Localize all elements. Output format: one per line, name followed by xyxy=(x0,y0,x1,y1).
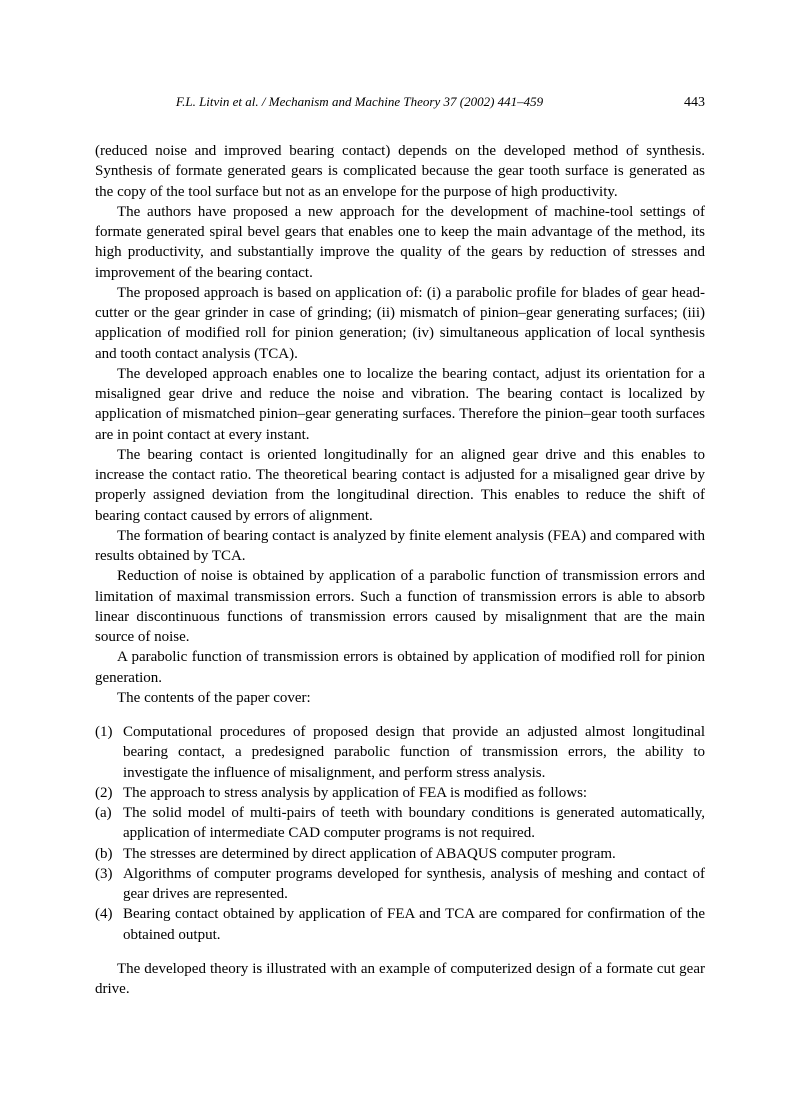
ordered-list: (1) Computational procedures of proposed… xyxy=(95,722,705,945)
paragraph-7: Reduction of noise is obtained by applic… xyxy=(95,566,705,647)
list-item-1: (1) Computational procedures of proposed… xyxy=(95,722,705,783)
list-marker: (3) xyxy=(95,864,123,905)
list-content: The approach to stress analysis by appli… xyxy=(123,783,705,803)
page-header: F.L. Litvin et al. / Mechanism and Machi… xyxy=(95,94,705,111)
list-marker: (a) xyxy=(95,803,123,844)
paragraph-2: The authors have proposed a new approach… xyxy=(95,202,705,283)
list-marker: (4) xyxy=(95,904,123,945)
list-content: Algorithms of computer programs develope… xyxy=(123,864,705,905)
header-citation: F.L. Litvin et al. / Mechanism and Machi… xyxy=(95,94,624,110)
list-content: Bearing contact obtained by application … xyxy=(123,904,705,945)
paragraph-8: A parabolic function of transmission err… xyxy=(95,647,705,688)
list-item-2a: (a) The solid model of multi-pairs of te… xyxy=(95,803,705,844)
paragraph-4: The developed approach enables one to lo… xyxy=(95,364,705,445)
list-item-2b: (b) The stresses are determined by direc… xyxy=(95,844,705,864)
paragraph-6: The formation of bearing contact is anal… xyxy=(95,526,705,567)
list-content: The stresses are determined by direct ap… xyxy=(123,844,705,864)
page-number: 443 xyxy=(684,95,705,111)
list-marker: (2) xyxy=(95,783,123,803)
list-content: The solid model of multi-pairs of teeth … xyxy=(123,803,705,844)
list-item-3: (3) Algorithms of computer programs deve… xyxy=(95,864,705,905)
body-content: (reduced noise and improved bearing cont… xyxy=(95,141,705,999)
paragraph-9: The contents of the paper cover: xyxy=(95,688,705,708)
paragraph-3: The proposed approach is based on applic… xyxy=(95,283,705,364)
list-item-2: (2) The approach to stress analysis by a… xyxy=(95,783,705,803)
list-item-4: (4) Bearing contact obtained by applicat… xyxy=(95,904,705,945)
paragraph-1: (reduced noise and improved bearing cont… xyxy=(95,141,705,202)
list-marker: (b) xyxy=(95,844,123,864)
list-marker: (1) xyxy=(95,722,123,783)
list-content: Computational procedures of proposed des… xyxy=(123,722,705,783)
paragraph-10: The developed theory is illustrated with… xyxy=(95,959,705,1000)
paragraph-5: The bearing contact is oriented longitud… xyxy=(95,445,705,526)
page-container: F.L. Litvin et al. / Mechanism and Machi… xyxy=(0,0,800,1059)
